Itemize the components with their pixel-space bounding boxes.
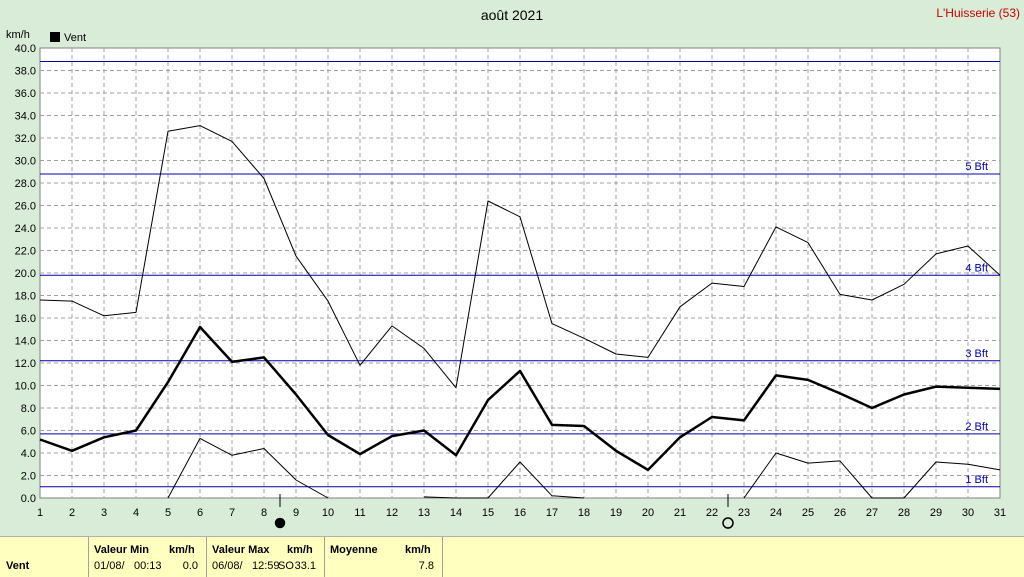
x-tick-label: 21 (674, 507, 686, 519)
x-tick-label: 3 (101, 507, 107, 519)
min-value: 0.0 (182, 560, 198, 572)
x-tick-label: 19 (610, 507, 622, 519)
legend-swatch (50, 32, 60, 42)
footer-row-label: Vent (6, 560, 30, 572)
y-tick-label: 24.0 (15, 223, 36, 235)
x-tick-label: 14 (450, 507, 462, 519)
avg-value: 7.8 (418, 560, 434, 572)
chart-title: août 2021 (481, 7, 543, 23)
x-tick-label: 8 (261, 507, 267, 519)
beaufort-lines: 1 Bft 2 Bft 3 Bft 4 Bft 5 Bft (40, 61, 1000, 488)
y-tick-labels: 0.0 2.0 4.0 6.0 8.0 10.0 12.0 14.0 16.0 18.0 20.0 2… (15, 43, 36, 505)
grid-lines (40, 48, 1000, 498)
y-tick-label: 18.0 (15, 291, 36, 303)
beaufort-label: 5 Bft (965, 161, 988, 173)
avg-unit: km/h (405, 544, 431, 556)
y-tick-label: 40.0 (15, 43, 36, 55)
series-lines (39, 125, 1001, 499)
y-tick-label: 6.0 (21, 426, 36, 438)
min-header: Valeur Min (94, 544, 150, 556)
max-date: 06/08/ (212, 560, 243, 572)
min-time: 00:13 (134, 560, 162, 572)
series-line-min (743, 452, 1001, 499)
x-tick-label: 22 (706, 507, 718, 519)
series-line-min (167, 437, 329, 499)
y-tick-label: 4.0 (21, 448, 36, 460)
max-direction: SO (278, 560, 294, 572)
x-tick-label: 23 (738, 507, 750, 519)
footer-max-cell: Valeur Max km/h 06/08/ 12:59 SO 33.1 (206, 537, 325, 577)
avg-header: Moyenne (330, 544, 378, 556)
x-tick-label: 10 (322, 507, 334, 519)
beaufort-label: 2 Bft (965, 421, 988, 433)
y-axis-label: km/h (6, 29, 30, 41)
x-tick-label: 1 (37, 507, 43, 519)
x-tick-label: 4 (133, 507, 139, 519)
x-tick-label: 17 (546, 507, 558, 519)
x-tick-label: 6 (197, 507, 203, 519)
y-tick-label: 12.0 (15, 358, 36, 370)
y-tick-label: 14.0 (15, 336, 36, 348)
min-unit: km/h (169, 544, 195, 556)
beaufort-label: 4 Bft (965, 262, 988, 274)
x-tick-label: 29 (930, 507, 942, 519)
x-tick-label: 28 (898, 507, 910, 519)
max-header: Valeur Max (212, 544, 270, 556)
x-tick-label: 26 (834, 507, 846, 519)
x-tick-label: 24 (770, 507, 782, 519)
y-tick-label: 20.0 (15, 268, 36, 280)
series-line-mean (39, 325, 1001, 472)
summary-footer: Vent Valeur Min km/h 01/08/ 00:13 0.0 Va… (0, 536, 1024, 577)
y-tick-label: 22.0 (15, 246, 36, 258)
y-tick-label: 8.0 (21, 403, 36, 415)
x-tick-label: 18 (578, 507, 590, 519)
x-tick-label: 16 (514, 507, 526, 519)
y-tick-label: 36.0 (15, 88, 36, 100)
series-line-min (423, 461, 585, 499)
x-tick-label: 12 (386, 507, 398, 519)
x-tick-label: 15 (482, 507, 494, 519)
x-tick-label: 11 (354, 507, 365, 519)
x-tick-label: 7 (229, 507, 235, 519)
station-label: L'Huisserie (53) (936, 6, 1020, 20)
x-tick-label: 9 (293, 507, 299, 519)
y-tick-label: 26.0 (15, 201, 36, 213)
max-value: 33.1 (294, 560, 316, 572)
y-tick-label: 10.0 (15, 381, 36, 393)
x-tick-label: 31 (994, 507, 1006, 519)
y-tick-label: 16.0 (15, 313, 36, 325)
y-tick-label: 30.0 (15, 156, 36, 168)
beaufort-label: 3 Bft (965, 348, 988, 360)
y-tick-label: 2.0 (21, 471, 36, 483)
legend-label: Vent (64, 32, 86, 44)
x-tick-label: 20 (642, 507, 654, 519)
max-unit: km/h (287, 544, 313, 556)
x-tick-label: 25 (802, 507, 814, 519)
footer-avg-cell: Moyenne km/h 7.8 (324, 537, 443, 577)
x-tick-label: 27 (866, 507, 878, 519)
x-tick-label: 5 (165, 507, 171, 519)
x-tick-label: 2 (69, 507, 75, 519)
y-tick-label: 32.0 (15, 133, 36, 145)
full-moon-icon (722, 517, 734, 529)
max-time: 12:59 (252, 560, 280, 572)
min-date: 01/08/ (94, 560, 125, 572)
moon-phase-markers (274, 494, 734, 529)
new-moon-icon (274, 517, 286, 529)
wind-chart: août 2021 L'Huisserie (53) km/h Vent 1 B… (6, 6, 1020, 529)
y-tick-label: 38.0 (15, 66, 36, 78)
beaufort-label: 1 Bft (965, 474, 988, 486)
y-tick-label: 28.0 (15, 178, 36, 190)
x-tick-label: 30 (962, 507, 974, 519)
footer-min-cell: Valeur Min km/h 01/08/ 00:13 0.0 (88, 537, 207, 577)
y-tick-label: 34.0 (15, 111, 36, 123)
y-tick-label: 0.0 (21, 493, 36, 505)
series-line-max (39, 125, 1001, 389)
x-tick-labels: 1 2 3 4 5 6 7 8 9 10 11 12 13 14 15 16 17 18 19 20 21 22 23 24 2… (37, 507, 1006, 519)
x-tick-label: 13 (418, 507, 430, 519)
footer-row-label-cell: Vent (0, 537, 89, 577)
